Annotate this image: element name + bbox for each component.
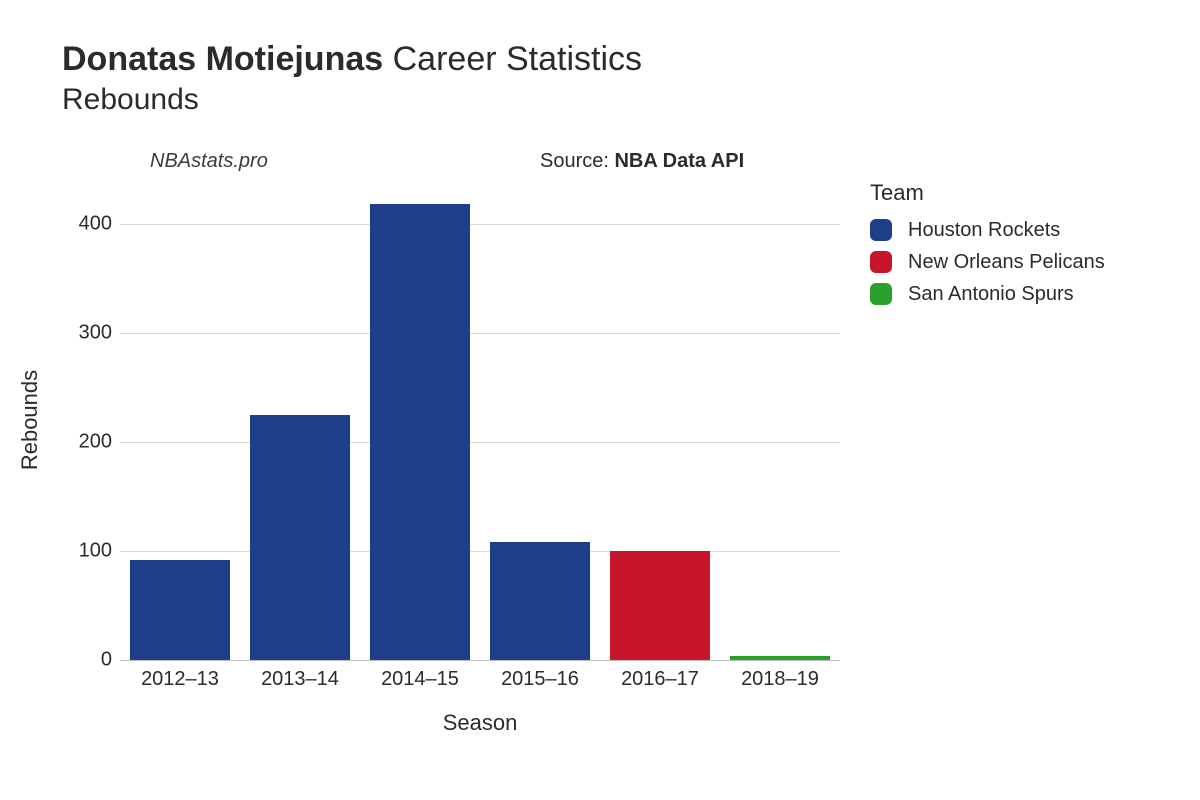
title-player: Donatas Motiejunas bbox=[62, 40, 383, 78]
title-suffix: Career Statistics bbox=[383, 40, 642, 78]
x-tick-label: 2014–15 bbox=[381, 668, 459, 691]
x-tick-label: 2013–14 bbox=[261, 668, 339, 691]
legend-item: New Orleans Pelicans bbox=[870, 246, 1105, 278]
x-tick-label: 2015–16 bbox=[501, 668, 579, 691]
y-axis-label: Rebounds bbox=[17, 370, 43, 470]
y-tick-label: 300 bbox=[52, 321, 112, 344]
y-tick-label: 100 bbox=[52, 539, 112, 562]
legend-label: San Antonio Spurs bbox=[908, 283, 1074, 306]
x-axis-line bbox=[120, 660, 840, 661]
gridline bbox=[120, 551, 840, 552]
y-tick-label: 0 bbox=[52, 649, 112, 672]
gridline bbox=[120, 442, 840, 443]
x-tick-label: 2016–17 bbox=[621, 668, 699, 691]
gridline bbox=[120, 333, 840, 334]
legend-label: New Orleans Pelicans bbox=[908, 251, 1105, 274]
legend-label: Houston Rockets bbox=[908, 219, 1060, 242]
legend-swatch bbox=[870, 219, 892, 241]
plot-area: 01002003004002012–132013–142014–152015–1… bbox=[120, 180, 840, 660]
legend-title: Team bbox=[870, 180, 1105, 206]
chart-container: Donatas Motiejunas Career Statistics Reb… bbox=[0, 0, 1200, 800]
source-name: NBA Data API bbox=[614, 150, 744, 172]
x-tick-label: 2012–13 bbox=[141, 668, 219, 691]
bar bbox=[730, 656, 830, 660]
source-prefix: Source: bbox=[540, 150, 614, 172]
y-tick-label: 200 bbox=[52, 430, 112, 453]
chart-subtitle: Rebounds bbox=[62, 83, 642, 117]
bar bbox=[610, 551, 710, 660]
title-block: Donatas Motiejunas Career Statistics Reb… bbox=[62, 40, 642, 117]
bar bbox=[250, 415, 350, 660]
gridline bbox=[120, 224, 840, 225]
x-axis-label: Season bbox=[443, 710, 518, 736]
chart-title: Donatas Motiejunas Career Statistics bbox=[62, 40, 642, 79]
legend-item: San Antonio Spurs bbox=[870, 278, 1105, 310]
legend-item: Houston Rockets bbox=[870, 214, 1105, 246]
bar bbox=[370, 204, 470, 660]
x-tick-label: 2018–19 bbox=[741, 668, 819, 691]
legend-swatch bbox=[870, 251, 892, 273]
bar bbox=[490, 542, 590, 660]
source-annotation: Source: NBA Data API bbox=[540, 150, 744, 173]
bar bbox=[130, 560, 230, 660]
site-annotation: NBAstats.pro bbox=[150, 150, 268, 173]
legend: Team Houston Rockets New Orleans Pelicans… bbox=[870, 180, 1105, 310]
y-tick-label: 400 bbox=[52, 212, 112, 235]
legend-swatch bbox=[870, 283, 892, 305]
